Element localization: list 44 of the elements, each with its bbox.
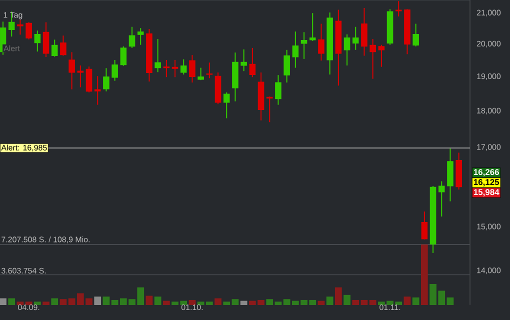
text: 15,984 (474, 189, 500, 196)
candlestick (154, 38, 161, 73)
candlestick (26, 22, 32, 40)
candlestick (240, 48, 247, 72)
candlestick (112, 59, 118, 82)
candlestick (206, 62, 213, 79)
candlestick (361, 7, 368, 56)
candlestick (284, 49, 290, 83)
candlestick (163, 59, 170, 78)
candlestick (180, 58, 187, 75)
candlestick (198, 67, 204, 81)
candlestick (292, 31, 299, 68)
candlestick (266, 96, 273, 123)
candlestick (68, 52, 75, 90)
candlestick (120, 46, 127, 66)
candlestick (51, 39, 58, 58)
candlestick (189, 54, 196, 83)
text: 16,266 (474, 169, 499, 176)
candlestick (34, 30, 41, 52)
candlestick (395, 0, 402, 17)
candlestick (378, 44, 385, 68)
candlestick (223, 92, 230, 119)
candlestick (318, 23, 324, 62)
candlestick (300, 32, 308, 60)
candlestick (421, 211, 428, 240)
candlestick (103, 68, 110, 92)
candlestick (309, 12, 316, 42)
candlestick (344, 34, 350, 66)
candlestick (438, 180, 445, 218)
candlestick (137, 28, 144, 46)
candlestick (249, 47, 256, 78)
candlestick (352, 26, 359, 50)
candlestick (172, 59, 178, 78)
candlestick (94, 76, 101, 106)
candlestick (86, 66, 92, 93)
candlestick (128, 26, 136, 48)
candlestick (412, 23, 419, 47)
candlestick (370, 38, 376, 80)
candlestick (60, 35, 66, 56)
candlestick (17, 19, 24, 36)
candlestick (77, 64, 84, 88)
candlestick (275, 74, 282, 106)
text: 16,125 (474, 179, 500, 186)
candlestick (42, 22, 50, 58)
